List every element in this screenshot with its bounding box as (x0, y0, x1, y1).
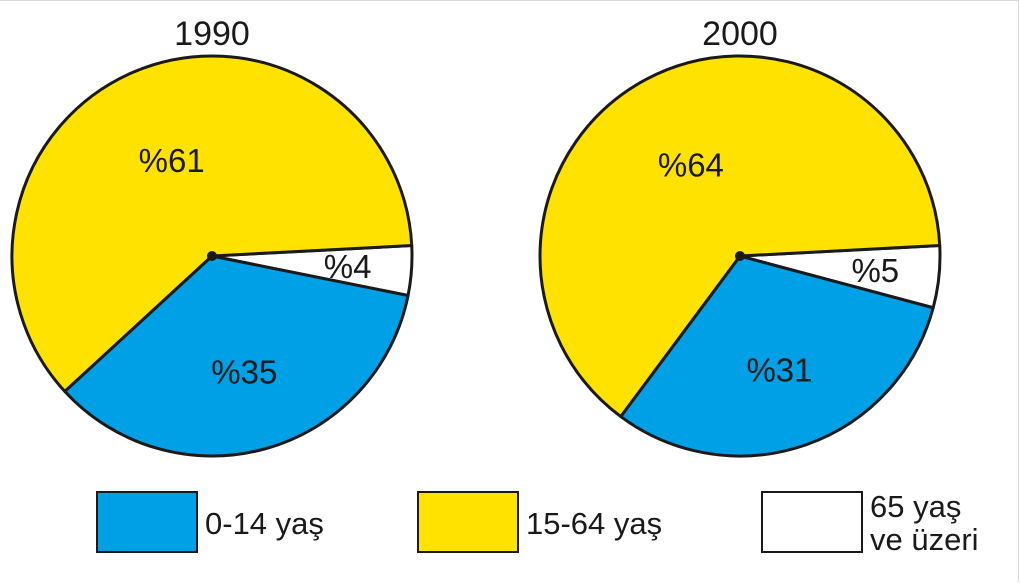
legend-label-line: 65 yaş (870, 489, 961, 524)
pie-title: 1990 (174, 15, 250, 53)
legend-swatch (761, 491, 863, 553)
slice-0-14-yas (63, 254, 410, 458)
slice-label-0-14-yas: %35 (211, 354, 277, 391)
slice-15-64-yas (10, 54, 414, 393)
slice-label-65-yas-ve-uzeri: %5 (851, 252, 899, 289)
pie-center-dot (207, 251, 217, 261)
slice-label-0-14-yas: %31 (746, 351, 812, 388)
slice-label-15-64-yas: %61 (139, 142, 205, 179)
legend-swatch (96, 491, 198, 553)
slice-label-15-64-yas: %64 (658, 146, 724, 183)
slice-label-65-yas-ve-uzeri: %4 (324, 248, 372, 285)
legend-item-15-64-yas: 15-64 yaş (417, 491, 662, 553)
pie-2000: 2000 %5 %31 %64 (538, 15, 942, 458)
slice-0-14-yas (619, 254, 935, 458)
slice-15-64-yas (538, 54, 942, 419)
legend-label: 15-64 yaş (526, 506, 662, 541)
pie-center-dot (735, 251, 745, 261)
legend-swatch (417, 491, 519, 553)
legend-label: 0-14 yaş (205, 506, 324, 541)
legend-item-0-14-yas: 0-14 yaş (96, 491, 324, 553)
pie-title: 2000 (702, 15, 778, 53)
pies-group: 1990 %4 %35 %61 2000 %5 %31 %64 (10, 15, 942, 458)
pie-1990: 1990 %4 %35 %61 (10, 15, 414, 458)
legend-label-line: ve üzeri (870, 522, 979, 557)
